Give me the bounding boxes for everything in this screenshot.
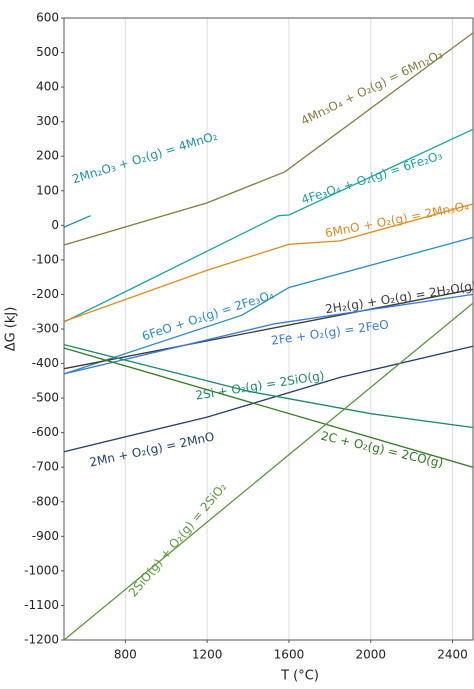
y-tick-label: -100 <box>32 252 59 266</box>
y-axis-label: ΔG (kJ) <box>4 307 19 352</box>
series-line <box>63 128 474 323</box>
y-tick-label: -1000 <box>24 563 59 577</box>
y-tick-label: 300 <box>36 114 59 128</box>
series-line <box>63 345 474 453</box>
series-line <box>63 288 474 370</box>
series-label: 4Mn₃O₄ + O₂(g) = 6Mn₂O₃ <box>299 47 445 128</box>
y-tick-label: -1100 <box>24 598 59 612</box>
y-tick-label: -300 <box>32 322 59 336</box>
x-tick-label: 2400 <box>437 648 468 662</box>
y-tick-label: 200 <box>36 149 59 163</box>
series-line <box>63 215 91 228</box>
x-axis-label: T (°C) <box>280 669 319 684</box>
series-label: 6MnO + O₂(g) = 2Mn₃O₄ <box>324 199 470 241</box>
series-line <box>63 203 474 323</box>
y-tick-label: -600 <box>32 425 59 439</box>
x-tick-label: 800 <box>114 648 137 662</box>
series-label: 2Mn₂O₃ + O₂(g) = 4MnO₂ <box>71 129 220 187</box>
series-label: 2C + O₂(g) = 2CO(g) <box>320 429 445 471</box>
series-line <box>63 302 474 641</box>
x-tick-label: 2000 <box>355 648 386 662</box>
y-tick-label: -400 <box>32 356 59 370</box>
y-tick-label: -700 <box>32 460 59 474</box>
plot-frame <box>63 17 474 641</box>
series-line <box>63 343 474 429</box>
series-label: 4Fe₃O₄ + O₂(g) = 6Fe₂O₃ <box>300 148 445 207</box>
series-label: 2Mn + O₂(g) = 2MnO <box>88 429 215 469</box>
series-line <box>63 236 474 375</box>
series-label: 2SiO(g) + O₂(g) = 2SiO₂ <box>126 480 230 600</box>
y-tick-label: -800 <box>32 494 59 508</box>
x-tick-label: 1200 <box>192 648 223 662</box>
series-line <box>63 347 474 468</box>
y-tick-label: 400 <box>36 80 59 94</box>
series-label: 6FeO + O₂(g) = 2Fe₃O₄ <box>140 288 275 344</box>
y-tick-label: -200 <box>32 287 59 301</box>
y-tick-label: 500 <box>36 45 59 59</box>
y-tick-label: 100 <box>36 183 59 197</box>
y-tick-label: -900 <box>32 529 59 543</box>
y-tick-label: -1200 <box>24 633 59 647</box>
y-tick-label: 0 <box>51 218 59 232</box>
y-tick-label: -500 <box>32 391 59 405</box>
series-label: 2Si + O₂(g) = 2SiO(g) <box>195 368 326 402</box>
series-line <box>63 293 474 375</box>
y-tick-label: 600 <box>36 11 59 25</box>
series-line <box>63 32 474 246</box>
x-tick-label: 1600 <box>274 648 305 662</box>
